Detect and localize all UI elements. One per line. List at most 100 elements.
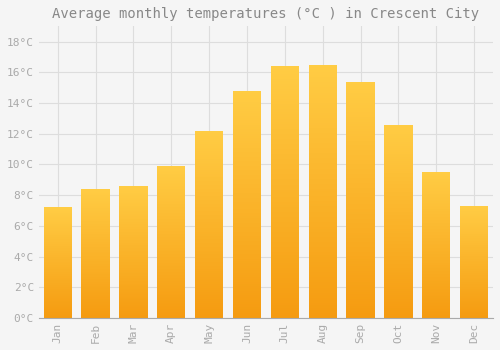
Bar: [195, 166, 224, 168]
Bar: [346, 238, 375, 240]
Bar: [460, 250, 488, 251]
Bar: [233, 291, 261, 293]
Bar: [44, 238, 72, 239]
Bar: [157, 256, 186, 257]
Bar: [44, 254, 72, 255]
Bar: [460, 263, 488, 264]
Bar: [82, 236, 110, 237]
Bar: [270, 230, 299, 232]
Bar: [308, 98, 337, 100]
Bar: [346, 124, 375, 126]
Bar: [460, 275, 488, 276]
Bar: [157, 285, 186, 286]
Bar: [460, 219, 488, 220]
Bar: [195, 168, 224, 170]
Bar: [384, 289, 412, 291]
Bar: [270, 132, 299, 134]
Bar: [82, 230, 110, 232]
Bar: [82, 204, 110, 206]
Bar: [422, 226, 450, 228]
Bar: [270, 298, 299, 300]
Bar: [195, 193, 224, 194]
Bar: [82, 259, 110, 260]
Bar: [384, 244, 412, 246]
Bar: [308, 199, 337, 202]
Bar: [270, 74, 299, 76]
Bar: [270, 104, 299, 106]
Bar: [422, 306, 450, 308]
Bar: [233, 279, 261, 282]
Bar: [82, 268, 110, 269]
Bar: [384, 150, 412, 152]
Bar: [346, 119, 375, 122]
Bar: [270, 91, 299, 94]
Bar: [157, 183, 186, 184]
Bar: [270, 99, 299, 102]
Bar: [308, 90, 337, 92]
Bar: [119, 196, 148, 198]
Bar: [270, 222, 299, 225]
Bar: [119, 199, 148, 201]
Bar: [195, 181, 224, 183]
Bar: [422, 265, 450, 267]
Bar: [157, 190, 186, 192]
Bar: [270, 89, 299, 91]
Bar: [157, 294, 186, 295]
Bar: [460, 298, 488, 299]
Bar: [270, 258, 299, 260]
Bar: [270, 66, 299, 69]
Bar: [233, 166, 261, 168]
Bar: [308, 214, 337, 217]
Bar: [82, 256, 110, 257]
Bar: [195, 277, 224, 279]
Bar: [308, 156, 337, 158]
Bar: [44, 287, 72, 288]
Bar: [308, 194, 337, 196]
Bar: [233, 273, 261, 275]
Bar: [384, 225, 412, 227]
Bar: [44, 317, 72, 318]
Bar: [308, 237, 337, 239]
Bar: [422, 292, 450, 293]
Bar: [384, 223, 412, 225]
Bar: [270, 169, 299, 172]
Bar: [422, 233, 450, 235]
Bar: [422, 252, 450, 254]
Bar: [422, 254, 450, 255]
Bar: [233, 113, 261, 116]
Bar: [195, 177, 224, 179]
Bar: [82, 283, 110, 285]
Bar: [44, 226, 72, 227]
Bar: [384, 219, 412, 221]
Bar: [460, 276, 488, 278]
Bar: [119, 315, 148, 317]
Bar: [82, 238, 110, 239]
Bar: [308, 105, 337, 108]
Bar: [233, 100, 261, 102]
Bar: [82, 313, 110, 314]
Bar: [270, 215, 299, 217]
Bar: [460, 316, 488, 317]
Bar: [233, 197, 261, 200]
Bar: [422, 193, 450, 194]
Bar: [233, 125, 261, 127]
Bar: [384, 181, 412, 183]
Bar: [422, 268, 450, 270]
Bar: [460, 225, 488, 226]
Bar: [82, 295, 110, 296]
Bar: [346, 155, 375, 157]
Bar: [233, 223, 261, 225]
Bar: [384, 134, 412, 136]
Bar: [44, 307, 72, 308]
Bar: [233, 218, 261, 220]
Bar: [308, 275, 337, 278]
Bar: [82, 312, 110, 313]
Bar: [195, 236, 224, 237]
Bar: [195, 185, 224, 187]
Bar: [44, 261, 72, 263]
Bar: [460, 210, 488, 211]
Bar: [422, 299, 450, 300]
Bar: [270, 187, 299, 190]
Bar: [422, 238, 450, 239]
Bar: [422, 217, 450, 219]
